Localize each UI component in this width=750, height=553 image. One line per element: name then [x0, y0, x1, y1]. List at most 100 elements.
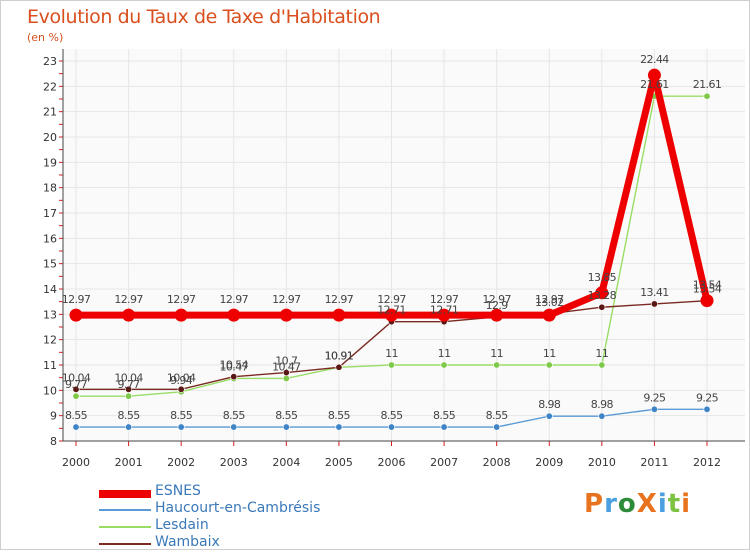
x-tick-label: 2010	[588, 456, 616, 469]
data-label-esnes: 12.97	[535, 293, 564, 306]
data-label-lesdain: 11	[595, 347, 608, 360]
plot-area	[63, 49, 745, 441]
data-label-lesdain: 21.61	[640, 78, 669, 91]
data-label-lesdain: 9.77	[118, 378, 141, 391]
data-label-wambaix: 13.28	[588, 289, 617, 302]
series-point-esnes	[279, 308, 293, 322]
logo-letter: o	[617, 489, 637, 519]
data-label-lesdain: 11	[543, 347, 556, 360]
data-label-esnes: 12.97	[220, 293, 249, 306]
data-label-haucourt: 8.98	[591, 398, 614, 411]
data-label-lesdain: 21.61	[693, 78, 722, 91]
data-label-esnes: 12.97	[167, 293, 196, 306]
series-point-wambaix	[230, 373, 238, 381]
data-label-haucourt: 8.55	[328, 409, 351, 422]
logo-letter: t	[667, 489, 682, 519]
y-tick-label: 12	[43, 334, 57, 347]
y-tick-label: 20	[43, 131, 57, 144]
x-tick-label: 2003	[220, 456, 248, 469]
series-point-haucourt	[650, 405, 658, 413]
legend-item-esnes: ESNES	[99, 483, 399, 502]
data-label-esnes: 12.97	[272, 293, 301, 306]
y-tick-label: 21	[43, 106, 57, 119]
legend-item-wambaix: Wambaix	[99, 534, 399, 553]
series-point-haucourt	[282, 423, 290, 431]
data-label-wambaix: 10.04	[167, 371, 196, 384]
data-label-haucourt: 8.55	[118, 409, 141, 422]
x-tick-label: 2006	[378, 456, 406, 469]
x-tick-label: 2004	[272, 456, 300, 469]
series-point-wambaix	[72, 385, 80, 393]
series-point-haucourt	[72, 423, 80, 431]
y-tick-label: 10	[43, 384, 57, 397]
series-point-esnes	[437, 308, 451, 322]
series-point-haucourt	[440, 423, 448, 431]
data-label-wambaix: 12.71	[377, 304, 406, 317]
series-point-lesdain	[545, 361, 553, 369]
legend-swatch-lesdain	[99, 526, 151, 528]
data-label-wambaix: 13.54	[693, 283, 722, 296]
series-point-wambaix	[650, 300, 658, 308]
y-tick-label: 14	[43, 283, 57, 296]
y-tick-label: 9	[50, 410, 57, 423]
legend-label-lesdain: Lesdain	[155, 517, 209, 533]
series-point-haucourt	[545, 412, 553, 420]
data-label-haucourt: 8.55	[275, 409, 298, 422]
series-point-haucourt	[703, 405, 711, 413]
logo-letter: X	[636, 489, 658, 519]
legend-swatch-haucourt	[99, 509, 151, 511]
data-label-lesdain: 11	[490, 347, 503, 360]
legend-label-esnes: ESNES	[155, 483, 201, 499]
series-point-haucourt	[493, 423, 501, 431]
series-point-esnes	[122, 308, 136, 322]
series-point-esnes	[595, 286, 609, 300]
series-point-esnes	[490, 308, 504, 322]
x-tick-label: 2000	[62, 456, 90, 469]
series-point-wambaix	[125, 385, 133, 393]
y-tick-label: 23	[43, 55, 57, 68]
legend: ESNES Haucourt-en-Cambrésis Lesdain Wamb…	[99, 483, 399, 553]
legend-swatch-esnes	[99, 490, 151, 498]
series-point-lesdain	[282, 374, 290, 382]
series-point-haucourt	[177, 423, 185, 431]
series-point-esnes	[700, 294, 714, 308]
data-label-haucourt: 9.25	[643, 391, 666, 404]
logo-letter: r	[604, 489, 618, 519]
x-tick-label: 2005	[325, 456, 353, 469]
data-label-lesdain: 10.47	[220, 360, 249, 373]
y-tick-label: 19	[43, 156, 57, 169]
series-point-esnes	[542, 308, 556, 322]
logo-letter: i	[657, 489, 668, 519]
y-tick-label: 13	[43, 308, 57, 321]
data-label-haucourt: 8.55	[486, 409, 509, 422]
series-point-esnes	[647, 68, 661, 82]
proxiti-logo: ProXiti	[584, 489, 691, 519]
legend-label-haucourt: Haucourt-en-Cambrésis	[155, 500, 321, 516]
y-tick-label: 17	[43, 207, 57, 220]
series-point-wambaix	[282, 369, 290, 377]
series-point-wambaix	[335, 363, 343, 371]
series-point-lesdain	[125, 392, 133, 400]
legend-item-lesdain: Lesdain	[99, 517, 399, 536]
y-tick-label: 15	[43, 258, 57, 271]
data-label-lesdain: 9.77	[65, 378, 88, 391]
data-label-lesdain: 10.91	[325, 349, 354, 362]
series-point-wambaix	[598, 303, 606, 311]
data-label-esnes: 22.44	[640, 53, 669, 66]
data-label-lesdain: 11	[385, 347, 398, 360]
data-label-lesdain: 11	[438, 347, 451, 360]
chart-unit-label: (en %)	[27, 31, 64, 44]
data-label-wambaix: 13.41	[640, 286, 669, 299]
chart-title: Evolution du Taux de Taxe d'Habitation	[27, 6, 381, 28]
x-tick-label: 2007	[430, 456, 458, 469]
logo-letter: P	[584, 489, 605, 519]
data-label-wambaix: 13.02	[535, 296, 564, 309]
x-tick-label: 2012	[693, 456, 721, 469]
legend-label-wambaix: Wambaix	[155, 534, 220, 550]
series-point-lesdain	[440, 361, 448, 369]
data-label-esnes: 12.97	[430, 293, 459, 306]
x-tick-label: 2009	[535, 456, 563, 469]
data-label-haucourt: 8.55	[223, 409, 246, 422]
series-point-lesdain	[598, 361, 606, 369]
